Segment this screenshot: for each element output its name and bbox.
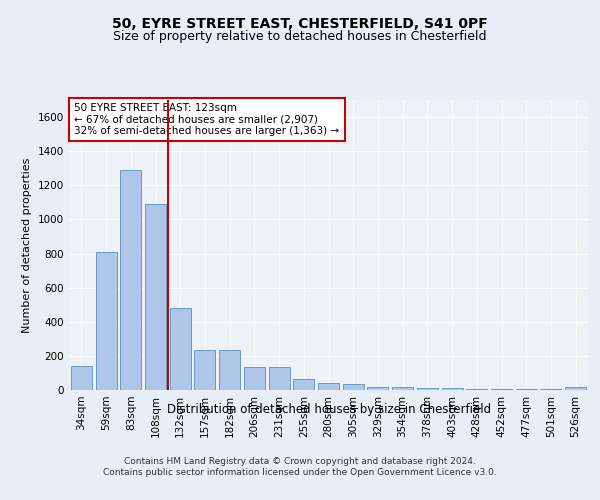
Bar [219,350,240,390]
Bar [417,388,438,390]
Bar [392,386,413,390]
Bar [194,350,215,390]
Bar [170,308,191,390]
Bar [367,386,388,390]
Bar [343,384,364,390]
Text: 50 EYRE STREET EAST: 123sqm
← 67% of detached houses are smaller (2,907)
32% of : 50 EYRE STREET EAST: 123sqm ← 67% of det… [74,103,340,136]
Bar [565,388,586,390]
Bar [516,389,537,390]
Bar [293,379,314,390]
Bar [95,252,116,390]
Bar [491,389,512,390]
Bar [120,170,141,390]
Bar [145,204,166,390]
Bar [71,366,92,390]
Text: Size of property relative to detached houses in Chesterfield: Size of property relative to detached ho… [113,30,487,43]
Bar [466,389,487,390]
Y-axis label: Number of detached properties: Number of detached properties [22,158,32,332]
Text: Distribution of detached houses by size in Chesterfield: Distribution of detached houses by size … [167,402,491,415]
Text: Contains HM Land Registry data © Crown copyright and database right 2024.
Contai: Contains HM Land Registry data © Crown c… [103,458,497,477]
Bar [244,367,265,390]
Bar [442,388,463,390]
Bar [541,389,562,390]
Bar [318,383,339,390]
Bar [269,367,290,390]
Text: 50, EYRE STREET EAST, CHESTERFIELD, S41 0PF: 50, EYRE STREET EAST, CHESTERFIELD, S41 … [112,18,488,32]
